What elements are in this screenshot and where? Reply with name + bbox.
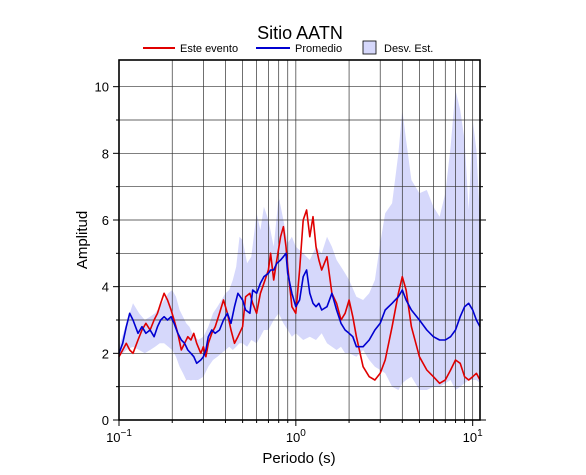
tick-layer: 0 2 4 6 8 10 10−1 100 101 — [95, 80, 486, 445]
legend-swatch — [362, 40, 377, 55]
y-tick-label: 10 — [95, 80, 109, 95]
std-dev-band — [119, 90, 480, 390]
std-dev-band-layer — [119, 90, 480, 390]
y-tick-label: 8 — [102, 146, 109, 161]
series-line-este-evento — [118, 209, 481, 385]
legend-item: Desv. Est. — [362, 40, 433, 55]
x-tick-label: 101 — [463, 428, 483, 445]
x-tick-label: 10−1 — [106, 428, 132, 445]
x-axis-label: Periodo (s) — [262, 450, 335, 467]
y-axis-label: Amplitud — [74, 211, 91, 269]
legend-label: Promedio — [295, 43, 342, 55]
y-tick-label: 0 — [102, 413, 109, 428]
y-tick-label: 4 — [102, 280, 109, 295]
legend-item: Este evento — [143, 43, 238, 55]
series-line-promedio — [118, 252, 481, 365]
legend-item: Promedio — [256, 43, 342, 55]
chart-title: Sitio AATN — [257, 23, 343, 43]
y-tick-label: 6 — [102, 213, 109, 228]
grid-layer — [118, 60, 480, 420]
legend-label: Desv. Est. — [384, 43, 433, 55]
y-tick-label: 2 — [102, 346, 109, 361]
x-tick-label: 100 — [286, 428, 306, 445]
legend: Este evento Promedio Desv. Est. — [143, 40, 433, 55]
plot-frame — [118, 59, 481, 421]
legend-label: Este evento — [180, 43, 238, 55]
series-layer — [118, 209, 481, 385]
